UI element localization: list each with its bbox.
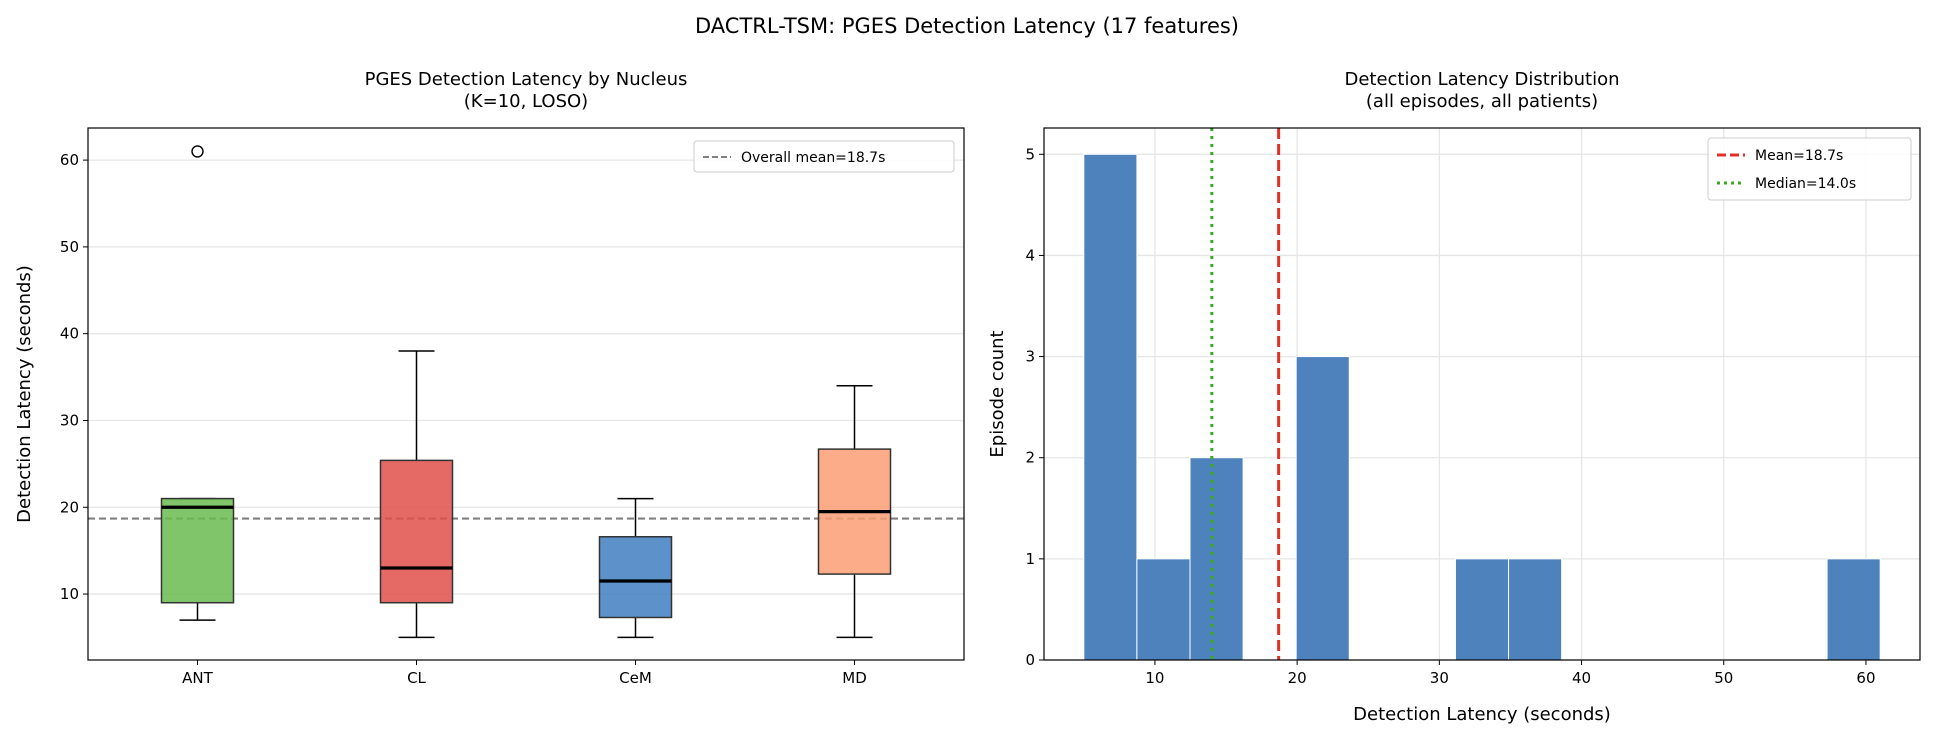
histogram-bar xyxy=(1189,457,1244,661)
histogram-bar xyxy=(1454,558,1510,661)
x-tick-label: 50 xyxy=(1714,669,1733,687)
histogram-panel: Detection Latency Distribution(all episo… xyxy=(987,69,1921,725)
legend-box xyxy=(693,140,955,173)
x-tick-label: CL xyxy=(407,669,426,687)
x-axis-label: Detection Latency (seconds) xyxy=(1353,704,1611,725)
histogram-bar xyxy=(1295,356,1350,661)
y-axis-label: Detection Latency (seconds) xyxy=(14,265,35,523)
y-tick-label: 0 xyxy=(1025,651,1035,669)
legend: Overall mean=18.7s xyxy=(693,140,955,173)
legend-label: Mean=18.7s xyxy=(1755,148,1843,164)
legend-label: Median=14.0s xyxy=(1755,176,1856,192)
histogram-bar xyxy=(1826,558,1881,661)
histogram-bar xyxy=(1083,153,1138,661)
x-tick-label: 10 xyxy=(1145,669,1164,687)
histogram-bar xyxy=(1136,558,1191,661)
x-tick-label: CeM xyxy=(619,669,652,687)
legend-label: Overall mean=18.7s xyxy=(741,150,885,166)
y-tick-label: 5 xyxy=(1025,145,1035,163)
y-tick-label: 2 xyxy=(1025,449,1035,467)
y-tick-label: 4 xyxy=(1025,246,1035,264)
subplot-subtitle: (K=10, LOSO) xyxy=(464,91,588,112)
histogram-bar xyxy=(1508,558,1563,661)
y-tick-label: 1 xyxy=(1025,550,1035,568)
axes-frame xyxy=(1043,127,1921,661)
legend: Mean=18.7s Median=14.0s xyxy=(1707,137,1912,201)
subplot-subtitle: (all episodes, all patients) xyxy=(1366,91,1598,112)
axes-frame xyxy=(87,127,965,661)
y-tick-label: 3 xyxy=(1025,348,1035,366)
x-tick-label: 30 xyxy=(1430,669,1449,687)
x-tick-label: ANT xyxy=(182,669,213,687)
box-CL xyxy=(379,459,454,604)
y-tick-label: 40 xyxy=(60,325,79,343)
y-tick-label: 50 xyxy=(60,238,79,256)
legend-box xyxy=(1707,137,1912,201)
y-tick-label: 60 xyxy=(60,151,79,169)
y-tick-label: 30 xyxy=(60,411,79,429)
boxplot-panel: PGES Detection Latency by Nucleus(K=10, … xyxy=(14,69,965,687)
y-axis-label: Episode count xyxy=(987,330,1008,457)
subplot-title: Detection Latency Distribution xyxy=(1344,69,1619,90)
box-CeM xyxy=(598,536,673,619)
y-tick-label: 20 xyxy=(60,498,79,516)
x-tick-label: 40 xyxy=(1572,669,1591,687)
outlier-point xyxy=(191,145,204,158)
x-tick-label: 60 xyxy=(1856,669,1875,687)
subplot-title: PGES Detection Latency by Nucleus xyxy=(365,69,688,90)
x-tick-label: 20 xyxy=(1288,669,1307,687)
y-tick-label: 10 xyxy=(60,585,79,603)
suptitle: DACTRL-TSM: PGES Detection Latency (17 f… xyxy=(695,14,1239,38)
x-tick-label: MD xyxy=(842,669,867,687)
box-ANT xyxy=(160,497,235,604)
